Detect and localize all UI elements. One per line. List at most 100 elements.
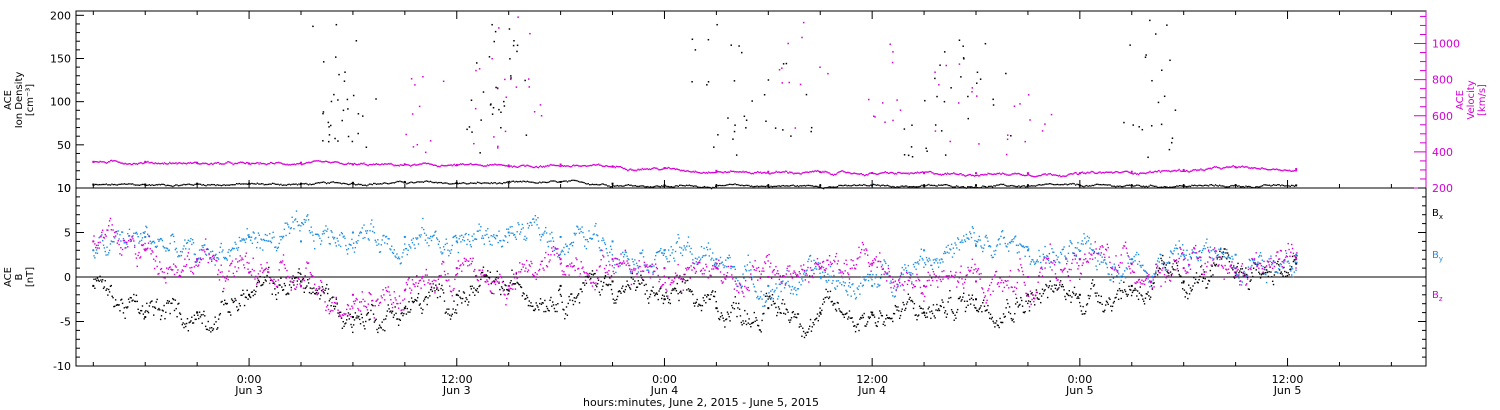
velocity-series-sample — [505, 165, 507, 167]
bx-series-sample — [759, 329, 762, 331]
density-series-spike — [327, 140, 330, 143]
by-series-sample — [605, 248, 608, 250]
velocity-series-sample — [407, 164, 410, 166]
bx-series-sample — [1087, 294, 1090, 297]
velocity-series-sample — [532, 166, 534, 169]
density-series-sample — [288, 183, 290, 185]
bx-series-sample — [1021, 299, 1023, 302]
bx-series-sample — [1082, 305, 1084, 308]
by-series-sample — [794, 286, 796, 289]
density-series-sample — [860, 184, 862, 187]
density-series-spike — [489, 104, 492, 106]
by-series-sample — [976, 241, 979, 243]
bx-series-sample — [1098, 301, 1101, 304]
by-series-sample — [465, 232, 467, 235]
density-series-sample — [256, 182, 258, 184]
bx-series-sample — [869, 316, 871, 318]
velocity-series-sample — [1144, 172, 1146, 174]
by-series-sample — [497, 241, 499, 244]
density-series-sample — [212, 183, 214, 186]
density-series-spike — [810, 130, 812, 133]
by-series-sample — [831, 282, 833, 285]
by-series-sample — [200, 248, 203, 251]
density-series-sample — [1271, 184, 1273, 187]
bx-series-sample — [1271, 276, 1273, 278]
bx-series-sample — [151, 300, 153, 302]
velocity-series-sample — [386, 163, 388, 165]
bx-series-sample — [326, 292, 329, 295]
density-series-sample — [389, 182, 391, 184]
bx-series-sample — [254, 293, 256, 296]
density-series-sample — [320, 181, 322, 184]
by-series-sample — [995, 245, 998, 247]
density-series-sample — [753, 185, 756, 188]
by-series-sample — [393, 249, 395, 251]
velocity-series-sample — [992, 173, 994, 176]
by-series-sample — [805, 270, 807, 272]
density-series-sample — [1047, 183, 1049, 185]
density-series-sample — [377, 183, 379, 185]
bx-series-sample — [872, 314, 874, 317]
density-series-sample — [1007, 185, 1009, 187]
density-series-sample — [1288, 185, 1290, 187]
by-series-sample — [892, 287, 895, 289]
by-series-sample — [190, 237, 192, 240]
bx-series-sample — [98, 280, 100, 282]
velocity-series-sample — [662, 168, 664, 170]
by-series-sample — [220, 242, 222, 245]
velocity-series-sample — [838, 171, 841, 173]
bx-series-sample — [127, 306, 129, 308]
bx-series-sample — [622, 285, 624, 287]
density-series-sample — [631, 185, 634, 187]
density-series-sample — [734, 183, 736, 185]
by-series-sample — [143, 232, 145, 234]
bx-series-sample — [1065, 298, 1067, 301]
by-series-sample — [1005, 245, 1007, 247]
by-series-sample — [921, 257, 923, 260]
density-series-sample — [1224, 186, 1226, 188]
velocity-series-spike — [934, 130, 937, 132]
bx-series-sample — [954, 314, 956, 316]
velocity-series-sample — [1233, 165, 1235, 168]
velocity-series-sample — [879, 172, 881, 174]
by-series-sample — [365, 230, 367, 232]
velocity-series-sample — [139, 162, 141, 164]
velocity-series-sample — [148, 162, 150, 164]
density-series-sample — [411, 181, 414, 184]
density-series-sample — [414, 181, 416, 184]
velocity-series-sample — [1221, 168, 1223, 170]
bx-series-sample — [966, 300, 968, 302]
density-series-spike — [524, 79, 526, 82]
bx-series-sample — [1064, 295, 1066, 298]
velocity-series-sample — [1160, 170, 1163, 172]
bx-series-sample — [1111, 305, 1114, 308]
velocity-series-sample — [455, 165, 458, 167]
density-series-spike — [992, 98, 994, 101]
density-series-sample — [868, 185, 870, 187]
density-series-sample — [1086, 184, 1088, 187]
velocity-series-sample — [173, 162, 175, 165]
velocity-series-sample — [954, 173, 956, 175]
velocity-series-sample — [715, 171, 717, 174]
bx-series-sample — [976, 309, 979, 312]
by-series-sample — [498, 230, 500, 232]
density-series-spike — [1160, 123, 1163, 126]
bx-series-sample — [545, 305, 548, 308]
density-series-sample — [108, 184, 110, 186]
bx-series-sample — [374, 319, 376, 322]
by-series-sample — [326, 230, 328, 232]
bx-series-sample — [1289, 268, 1291, 271]
density-series-spike — [743, 115, 746, 118]
by-series-sample — [546, 241, 549, 243]
density-series-spike — [328, 126, 330, 128]
velocity-series-spike — [872, 115, 875, 117]
by-series-sample — [760, 290, 762, 293]
bx-series-sample — [184, 323, 186, 325]
density-series-sample — [1068, 183, 1070, 186]
bx-series-sample — [302, 277, 305, 280]
bx-series-sample — [863, 312, 865, 315]
density-series-sample — [202, 184, 204, 186]
density-series-sample — [681, 184, 684, 187]
by-series-sample — [1008, 241, 1011, 244]
by-series-sample — [956, 237, 959, 239]
